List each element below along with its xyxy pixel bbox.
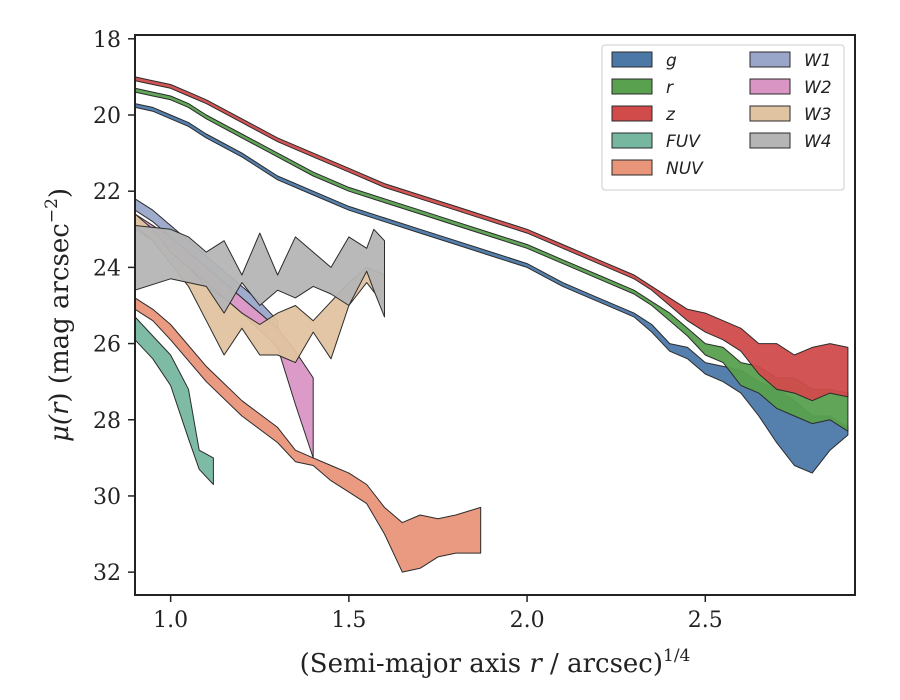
legend-label: W2 <box>804 78 832 98</box>
y-axis-label-var: r <box>45 401 75 415</box>
series-layer <box>135 76 849 573</box>
y-axis: 18 20 22 24 26 28 30 32 <box>93 28 135 586</box>
y-tick-label: 20 <box>93 104 121 129</box>
legend-item-w3: W3 <box>749 105 832 125</box>
x-axis-label-pre: (Semi-major axis <box>300 649 530 679</box>
y-axis-label: μ(r) (mag arcsec−2) <box>42 188 75 442</box>
y-axis-label-pre: μ( <box>45 414 75 442</box>
y-tick-label: 26 <box>93 333 121 358</box>
y-axis-label-sup: −2 <box>42 198 62 223</box>
x-tick-label: 1.0 <box>153 608 188 633</box>
legend-item-g: g <box>611 51 677 71</box>
series-band-g <box>135 103 849 474</box>
legend-swatch <box>611 78 653 95</box>
legend-label: g <box>666 51 677 71</box>
series-band-r <box>135 87 849 432</box>
legend-label: W4 <box>804 132 832 152</box>
x-axis-label-sup: 1/4 <box>663 646 690 666</box>
y-tick-label: 28 <box>93 409 121 434</box>
legend-swatch <box>749 78 791 95</box>
legend-label: r <box>666 78 674 98</box>
series-band-w4 <box>135 225 385 318</box>
legend-item-z: z <box>611 105 676 125</box>
y-tick-label: 24 <box>93 256 121 281</box>
legend-item-w2: W2 <box>749 78 832 98</box>
x-axis-label-var: r <box>529 649 543 679</box>
x-tick-label: 2.0 <box>510 608 545 633</box>
legend: grz FUV NUV W1 W2 W3 W4 <box>601 44 845 191</box>
legend-item-nuv: NUV <box>611 159 704 179</box>
legend-swatch <box>749 105 791 122</box>
legend-item-w1: W1 <box>749 51 832 71</box>
y-axis-label-mid: ) (mag arcsec <box>45 223 75 402</box>
legend-swatch <box>611 51 653 68</box>
y-axis-label-post: ) <box>45 188 75 198</box>
legend-swatch <box>611 105 653 122</box>
legend-label: NUV <box>666 159 704 179</box>
series-band-fuv <box>135 316 214 485</box>
x-tick-label: 1.5 <box>331 608 366 633</box>
legend-swatch <box>749 51 791 68</box>
y-tick-label: 30 <box>93 485 121 510</box>
legend-label: W3 <box>804 105 832 125</box>
y-tick-label: 22 <box>93 180 121 205</box>
plot-frame <box>134 34 856 596</box>
legend-label: FUV <box>666 132 701 152</box>
legend-swatch <box>611 132 653 149</box>
legend-label: W1 <box>804 51 832 71</box>
x-axis: 1.0 1.5 2.0 2.5 <box>153 595 723 633</box>
series-band-nuv <box>135 297 482 573</box>
x-axis-label: (Semi-major axis r / arcsec)1/4 <box>300 646 691 679</box>
legend-swatch <box>611 159 653 176</box>
legend-label: z <box>665 105 676 125</box>
legend-item-w4: W4 <box>749 132 832 152</box>
legend-item-r: r <box>611 78 674 98</box>
x-tick-label: 2.5 <box>688 608 723 633</box>
y-tick-label: 32 <box>93 561 121 586</box>
legend-swatch <box>749 132 791 149</box>
legend-item-fuv: FUV <box>611 132 701 152</box>
x-axis-label-post: / arcsec) <box>542 649 663 679</box>
series-band-z <box>135 76 849 402</box>
y-tick-label: 18 <box>93 28 121 53</box>
